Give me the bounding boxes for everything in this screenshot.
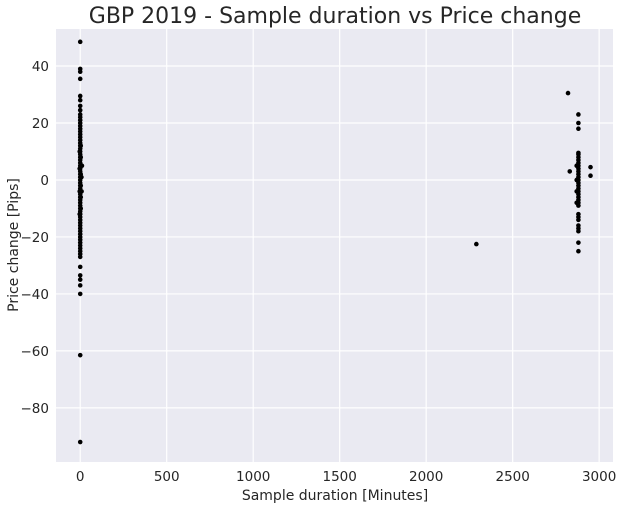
data-point	[77, 439, 83, 445]
y-axis-label: Price change [Pips]	[6, 178, 22, 312]
data-point	[576, 112, 581, 117]
data-point	[79, 163, 85, 169]
data-point	[77, 93, 83, 99]
data-point	[77, 97, 83, 103]
data-point	[77, 149, 82, 154]
grid-lines	[56, 29, 613, 462]
data-point	[77, 69, 83, 75]
x-tick-label: 500	[154, 469, 180, 485]
data-point	[567, 169, 573, 174]
data-point	[79, 174, 84, 180]
x-tick-labels: 0 500 1000 1500 2000 2500 3000	[76, 469, 616, 485]
data-point	[77, 291, 83, 297]
y-tick-label: −60	[21, 344, 50, 360]
x-axis-label: Sample duration [Minutes]	[242, 488, 428, 504]
data-point	[78, 206, 84, 211]
data-point	[576, 120, 581, 126]
data-point	[77, 76, 83, 82]
data-point	[565, 90, 571, 96]
data-point	[78, 183, 84, 188]
data-point	[576, 248, 581, 254]
data-point	[474, 241, 479, 247]
x-tick-label: 3000	[582, 469, 616, 485]
plot-area	[56, 29, 613, 462]
data-point	[77, 264, 83, 270]
y-tick-labels: −80 −60 −40 −20 0 20 40	[21, 59, 50, 417]
x-tick-label: 1500	[323, 469, 357, 485]
data-point	[77, 211, 82, 217]
data-point	[78, 154, 84, 160]
data-point	[77, 352, 83, 358]
data-point	[77, 39, 83, 45]
y-tick-label: −40	[21, 287, 50, 303]
data-point	[78, 194, 84, 200]
data-point	[77, 103, 83, 109]
data-points	[77, 39, 593, 445]
data-point	[588, 173, 593, 179]
y-tick-label: −80	[21, 401, 50, 417]
data-point	[576, 203, 581, 208]
data-point	[576, 126, 581, 132]
chart-title: GBP 2019 - Sample duration vs Price chan…	[89, 4, 581, 29]
data-point	[77, 283, 83, 288]
x-tick-label: 2000	[409, 469, 443, 485]
data-point	[77, 254, 83, 260]
data-point	[576, 228, 581, 234]
x-tick-label: 0	[76, 469, 85, 485]
y-tick-label: 40	[32, 59, 49, 75]
data-point	[588, 164, 593, 170]
data-point	[77, 107, 83, 113]
data-point	[77, 273, 83, 278]
y-tick-label: 20	[32, 116, 49, 132]
data-point	[576, 217, 581, 223]
data-point	[576, 240, 581, 245]
x-tick-label: 1000	[236, 469, 270, 485]
y-tick-label: 0	[40, 173, 49, 189]
data-point	[78, 143, 84, 149]
y-tick-label: −20	[21, 230, 50, 246]
data-point	[77, 277, 83, 282]
x-tick-label: 2500	[495, 469, 529, 485]
data-point	[79, 189, 84, 194]
